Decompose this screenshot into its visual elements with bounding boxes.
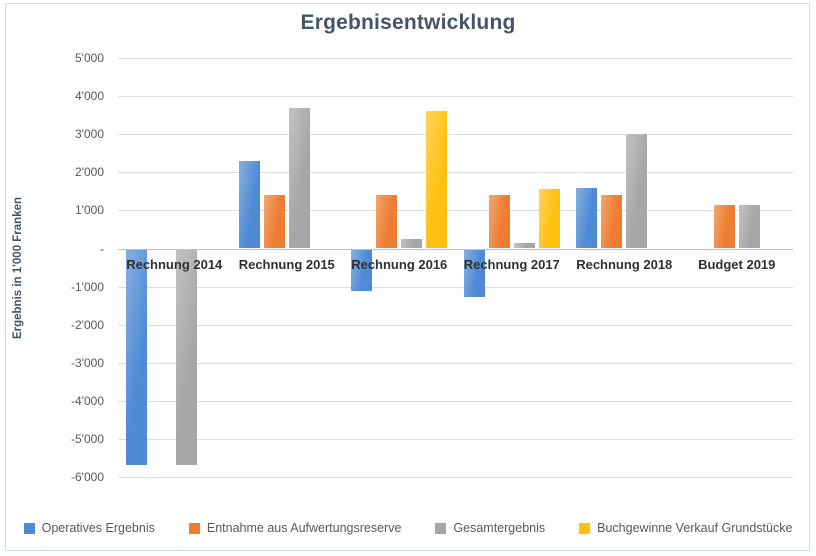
legend-item-gesamtergebnis: Gesamtergebnis	[435, 521, 545, 535]
y-tick-label: -5'000	[71, 431, 104, 446]
legend-marker-buchgewinne-verkauf-grundst-cke	[579, 522, 591, 534]
category-label-budget-2019: Budget 2019	[698, 256, 776, 272]
y-tick-label: -1'000	[71, 279, 104, 294]
bar-entnahme-aus-aufwertungsreserve-rechnung-2016	[376, 195, 398, 249]
gridline	[118, 286, 793, 288]
y-tick-label: -	[100, 241, 104, 256]
y-tick-label: 1'000	[75, 203, 104, 218]
gridline	[118, 172, 793, 174]
legend-label-buchgewinne-verkauf-grundst-cke: Buchgewinne Verkauf Grundstücke	[597, 521, 793, 535]
legend: Operatives Ergebnis Entnahme aus Aufwertu…	[0, 521, 816, 535]
bar-operatives-ergebnis-rechnung-2015	[238, 160, 260, 249]
gridline	[118, 96, 793, 98]
gridline	[118, 400, 793, 402]
category-label-rechnung-2014: Rechnung 2014	[126, 256, 223, 272]
bar-gesamtergebnis-rechnung-2015	[288, 107, 310, 249]
gridline	[118, 210, 793, 212]
legend-marker-operatives-ergebnis	[23, 522, 35, 534]
legend-item-entnahme-aus-aufwertungsreserve: Entnahme aus Aufwertungsreserve	[188, 521, 402, 535]
y-tick-label: -6'000	[71, 470, 104, 484]
gridline	[118, 58, 793, 59]
chart-title: Ergebnisentwicklung	[300, 11, 516, 34]
legend-label-entnahme-aus-aufwertungsreserve: Entnahme aus Aufwertungsreserve	[206, 521, 402, 535]
y-tick-label: 5'000	[75, 51, 104, 65]
bar-buchgewinne-verkauf-grundst-cke-rechnung-2016	[426, 111, 448, 249]
gridline	[118, 362, 793, 364]
category-label-rechnung-2018: Rechnung 2018	[576, 256, 673, 272]
y-tick-label: 3'000	[75, 127, 104, 142]
gridline	[118, 477, 793, 478]
bar-operatives-ergebnis-rechnung-2018	[576, 187, 598, 249]
legend-label-gesamtergebnis: Gesamtergebnis	[453, 521, 546, 535]
y-tick-label: 2'000	[75, 165, 104, 180]
bar-gesamtergebnis-budget-2019	[738, 204, 760, 249]
y-tick-label: -3'000	[71, 355, 104, 370]
bar-buchgewinne-verkauf-grundst-cke-rechnung-2017	[538, 189, 560, 249]
bar-entnahme-aus-aufwertungsreserve-rechnung-2015	[263, 195, 285, 249]
legend-item-operatives-ergebnis: Operatives Ergebnis	[23, 521, 155, 535]
gridline	[118, 134, 793, 136]
gridline	[118, 438, 793, 440]
bar-entnahme-aus-aufwertungsreserve-budget-2019	[713, 204, 735, 249]
bar-gesamtergebnis-rechnung-2018	[626, 134, 648, 249]
bar-entnahme-aus-aufwertungsreserve-rechnung-2018	[601, 195, 623, 249]
legend-marker-entnahme-aus-aufwertungsreserve	[188, 522, 200, 534]
y-tick-label: 4'000	[75, 89, 104, 104]
bar-gesamtergebnis-rechnung-2016	[401, 238, 423, 249]
category-label-rechnung-2016: Rechnung 2016	[351, 256, 448, 272]
bar-operatives-ergebnis-rechnung-2014	[126, 249, 148, 465]
bar-operatives-ergebnis-rechnung-2017	[463, 249, 485, 298]
bar-entnahme-aus-aufwertungsreserve-rechnung-2017	[488, 195, 510, 249]
y-tick-label: -4'000	[71, 393, 104, 408]
category-label-rechnung-2017: Rechnung 2017	[463, 256, 560, 272]
category-label-rechnung-2015: Rechnung 2015	[238, 256, 335, 272]
y-axis-title: Ergebnis in 1'000 Franken	[12, 196, 24, 340]
gridline	[118, 324, 793, 326]
plot-area: 5'000 4'000 3'000 2'000 1'000 - -1'000 -2'000 -3…	[71, 51, 793, 484]
bar-gesamtergebnis-rechnung-2017	[513, 242, 535, 249]
bar-operatives-ergebnis-rechnung-2016	[351, 249, 373, 292]
x-axis-zero-line	[118, 248, 793, 250]
legend-item-buchgewinne-verkauf-grundst-cke: Buchgewinne Verkauf Grundstücke	[579, 521, 792, 535]
y-tick-label: -2'000	[71, 317, 104, 332]
legend-label-operatives-ergebnis: Operatives Ergebnis	[41, 521, 155, 535]
bar-gesamtergebnis-rechnung-2014	[176, 249, 198, 465]
legend-marker-gesamtergebnis	[435, 522, 447, 534]
